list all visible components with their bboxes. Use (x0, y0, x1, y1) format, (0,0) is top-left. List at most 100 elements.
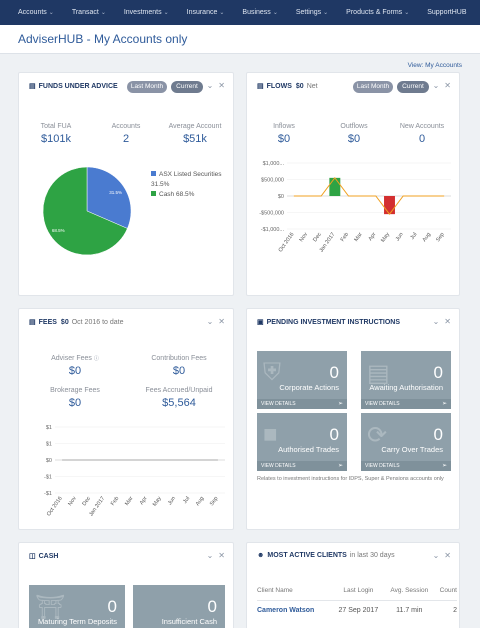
tile-awaiting-authorisation[interactable]: ▤ 0 Awaiting Authorisation VIEW DETAILS ➢ (361, 351, 451, 409)
close-icon[interactable]: ✕ (444, 551, 451, 560)
pie-label: 68.5% (52, 228, 65, 233)
arrow-right-icon: ➢ (441, 401, 447, 407)
view-details-link[interactable]: VIEW DETAILS ➢ (361, 461, 451, 471)
collapse-icon[interactable]: ⌄ (432, 81, 440, 90)
x-tick-label: Jul (182, 496, 191, 505)
users-icon: ☻ (257, 552, 265, 559)
nav-transact[interactable]: Transact ⌄ (71, 9, 106, 16)
tile-authorised-trades[interactable]: ■ 0 Authorised Trades VIEW DETAILS ➢ (257, 413, 347, 471)
view-details-link[interactable]: VIEW DETAILS ➢ (361, 399, 451, 409)
y-tick-label: $0 (46, 458, 52, 464)
pie-slice-cash[interactable] (42, 166, 128, 256)
brokerage-fees-stat: Brokerage Fees $0 (50, 387, 100, 409)
info-icon[interactable]: ⓘ (93, 356, 99, 362)
flows-header: ▤ FLOWS $0 Net (257, 83, 318, 90)
panel-controls: ⌄ ✕ (202, 81, 225, 90)
nav-business[interactable]: Business ⌄ (242, 9, 278, 16)
close-icon[interactable]: ✕ (218, 551, 225, 560)
top-nav: Accounts ⌄ Transact ⌄ Investments ⌄ Insuran… (0, 0, 480, 25)
title-bar: AdviserHUB - My Accounts only (0, 25, 480, 54)
flow-bar[interactable] (329, 177, 341, 196)
panel-controls: ⌄ ✕ (202, 551, 225, 560)
tile-corporate-actions[interactable]: ⛨ 0 Corporate Actions VIEW DETAILS ➢ (257, 351, 347, 409)
close-icon[interactable]: ✕ (444, 81, 451, 90)
total-fua-stat: Total FUA $101k (40, 123, 72, 145)
flows-chart: $1,000... $500,000 $0 -$500,000 -$1,000...Oc… (259, 161, 451, 254)
tile-maturing-term-deposits[interactable]: ⛩ 0 Maturing Term Deposits (29, 585, 125, 628)
x-tick-label: Oct 2016 (278, 232, 296, 254)
current-button[interactable]: Current (171, 81, 203, 93)
col-client-name[interactable]: Client Name (257, 587, 333, 601)
nav-settings[interactable]: Settings ⌄ (295, 9, 329, 16)
pending-note: Relates to investment instructions for I… (257, 476, 444, 482)
y-tick-label: $1 (46, 442, 52, 448)
briefcase-icon: ▣ (257, 319, 264, 326)
clients-table: Client Name Last Login Avg. Session Coun… (257, 587, 457, 614)
collapse-icon[interactable]: ⌄ (206, 81, 214, 90)
funds-panel: ▤ FUNDS UNDER ADVICE Last Month Current ⌄… (18, 72, 234, 296)
x-tick-label: Jul (410, 232, 419, 241)
x-tick-label: Sep (209, 496, 220, 507)
last-login-cell: 27 Sep 2017 (338, 607, 379, 614)
y-tick-label: $1,000... (263, 161, 285, 167)
chevron-down-icon: ⌄ (100, 10, 106, 16)
funds-header: ▤ FUNDS UNDER ADVICE (29, 83, 118, 90)
arrow-right-icon: ➢ (441, 463, 447, 469)
nav-accounts[interactable]: Accounts ⌄ (18, 9, 54, 16)
x-tick-label: Oct 2016 (46, 496, 64, 518)
col-count[interactable]: Count (434, 587, 457, 601)
current-button[interactable]: Current (397, 81, 429, 93)
bank-icon: ⛩ (35, 594, 66, 621)
x-tick-label: Sep (435, 232, 446, 243)
collapse-icon[interactable]: ⌄ (206, 551, 214, 560)
nav-supporthub[interactable]: SupportHUB (427, 9, 467, 16)
pending-panel: ▣ PENDING INVESTMENT INSTRUCTIONS ⌄ ✕ ⛨ 0 … (246, 308, 460, 530)
x-tick-label: Apr (139, 496, 149, 507)
nav-insurance[interactable]: Insurance ⌄ (186, 9, 225, 16)
x-tick-label: Aug (422, 232, 433, 243)
adviser-fees-stat: Adviser Fees ⓘ $0 (51, 355, 99, 377)
legend-asx-pct: 31.5% (151, 181, 170, 188)
client-name-link[interactable]: Cameron Watson (257, 607, 315, 614)
close-icon[interactable]: ✕ (218, 81, 225, 90)
tile-carry-over-trades[interactable]: ⟳ 0 Carry Over Trades VIEW DETAILS ➢ (361, 413, 451, 471)
avg-session-cell: 11.7 min (396, 607, 423, 614)
bar-chart-icon: ▤ (29, 319, 36, 326)
funds-pie-chart: 31.5% 68.5% ASX Listed Securities 31.5% C… (42, 166, 222, 256)
x-tick-label: Mar (124, 496, 134, 507)
accounts-stat: Accounts 2 (111, 123, 141, 145)
last-month-button[interactable]: Last Month (127, 81, 167, 93)
nav-investments[interactable]: Investments ⌄ (123, 9, 169, 16)
collapse-icon[interactable]: ⌄ (432, 551, 440, 560)
collapse-icon[interactable]: ⌄ (432, 317, 440, 326)
pie-slice-asx-listed-securities[interactable] (86, 166, 132, 229)
col-last-login[interactable]: Last Login (332, 587, 385, 601)
fees-accrued-stat: Fees Accrued/Unpaid $5,564 (145, 387, 213, 409)
arrow-right-icon: ➢ (337, 401, 343, 407)
page-title: AdviserHUB - My Accounts only (18, 32, 188, 46)
flow-bar[interactable] (384, 196, 395, 215)
x-tick-label: Dec (82, 496, 93, 508)
legend-swatch-asx (151, 171, 156, 176)
x-tick-label: May (380, 232, 391, 244)
col-avg-session[interactable]: Avg. Session (384, 587, 435, 601)
y-tick-label: $0 (278, 194, 284, 200)
net-flow-line (293, 177, 445, 215)
nav-products-forms[interactable]: Products & Forms ⌄ (346, 9, 410, 16)
view-details-link[interactable]: VIEW DETAILS ➢ (257, 399, 347, 409)
lock-icon: ■ (263, 421, 278, 448)
collapse-icon[interactable]: ⌄ (206, 317, 214, 326)
x-tick-label: Feb (110, 496, 120, 507)
x-tick-label: Dec (312, 232, 323, 244)
close-icon[interactable]: ✕ (218, 317, 225, 326)
tile-insufficient-cash[interactable]: 0 Insufficient Cash (133, 585, 225, 628)
pending-header: ▣ PENDING INVESTMENT INSTRUCTIONS (257, 319, 401, 326)
close-icon[interactable]: ✕ (444, 317, 451, 326)
y-tick-label: $500,000 (261, 178, 284, 184)
view-link[interactable]: View: My Accounts (407, 62, 462, 69)
last-month-button[interactable]: Last Month (353, 81, 393, 93)
view-details-link[interactable]: VIEW DETAILS ➢ (257, 461, 347, 471)
bar-chart-icon: ▤ (257, 83, 264, 90)
pie-label: 31.5% (109, 190, 122, 195)
